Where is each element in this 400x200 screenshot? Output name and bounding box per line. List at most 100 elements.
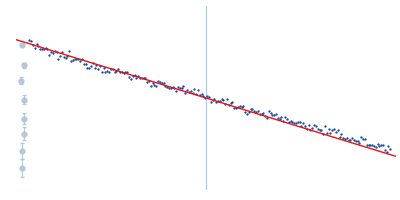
Point — [327, 131, 334, 134]
Point — [59, 51, 65, 54]
Point — [75, 58, 82, 61]
Point — [311, 124, 317, 127]
Point — [37, 48, 43, 51]
Point — [142, 76, 149, 79]
Point — [244, 112, 250, 115]
Point — [387, 147, 394, 151]
Point — [236, 104, 243, 108]
Point — [384, 150, 390, 153]
Point — [376, 144, 383, 147]
Point — [198, 92, 205, 96]
Point — [240, 105, 246, 108]
Point — [302, 124, 308, 127]
Point — [208, 100, 214, 103]
Point — [182, 92, 188, 95]
Point — [95, 67, 102, 70]
Point — [115, 67, 121, 70]
Point — [271, 114, 277, 117]
Point — [226, 103, 232, 106]
Point — [362, 138, 368, 141]
Point — [52, 49, 58, 52]
Point — [333, 131, 339, 134]
Point — [238, 106, 245, 109]
Point — [344, 137, 350, 140]
Point — [92, 66, 98, 70]
Point — [128, 77, 134, 80]
Point — [364, 143, 370, 147]
Point — [119, 71, 125, 74]
Point — [258, 112, 265, 115]
Point — [231, 107, 238, 110]
Point — [50, 51, 56, 54]
Point — [324, 132, 330, 135]
Point — [300, 121, 306, 125]
Point — [188, 89, 194, 92]
Point — [60, 56, 67, 59]
Point — [256, 112, 263, 115]
Point — [184, 88, 190, 91]
Point — [233, 106, 239, 109]
Point — [102, 70, 109, 73]
Point — [35, 44, 42, 47]
Point — [113, 69, 120, 72]
Point — [171, 86, 178, 89]
Point — [178, 86, 185, 89]
Point — [32, 46, 38, 49]
Point — [372, 145, 379, 149]
Point — [334, 128, 341, 131]
Point — [28, 39, 34, 42]
Point — [150, 82, 156, 85]
Point — [248, 107, 254, 110]
Point — [137, 76, 143, 80]
Point — [168, 87, 174, 90]
Point — [382, 149, 388, 152]
Point — [253, 110, 259, 113]
Point — [46, 53, 52, 57]
Point — [314, 128, 321, 131]
Point — [354, 139, 361, 143]
Point — [148, 85, 154, 88]
Point — [64, 55, 70, 58]
Point — [164, 86, 170, 89]
Point — [79, 57, 85, 60]
Point — [298, 124, 305, 127]
Point — [276, 117, 283, 120]
Point — [68, 59, 74, 62]
Point — [266, 110, 272, 113]
Point — [88, 64, 94, 68]
Point — [158, 81, 165, 84]
Point — [222, 102, 228, 105]
Point — [162, 85, 168, 88]
Point — [57, 55, 63, 58]
Point — [345, 138, 352, 141]
Point — [369, 143, 375, 147]
Point — [255, 110, 261, 113]
Point — [296, 121, 303, 124]
Point — [280, 119, 286, 122]
Point — [336, 135, 343, 138]
Point — [106, 71, 112, 74]
Point — [99, 71, 105, 74]
Point — [275, 117, 281, 120]
Point — [41, 47, 47, 51]
Point — [218, 97, 225, 101]
Point — [140, 76, 147, 79]
Point — [97, 64, 103, 68]
Point — [347, 138, 354, 142]
Point — [30, 44, 36, 47]
Point — [90, 62, 96, 65]
Point — [260, 112, 266, 115]
Point — [216, 99, 223, 103]
Point — [42, 47, 49, 50]
Point — [48, 50, 54, 54]
Point — [269, 113, 276, 116]
Point — [235, 105, 241, 109]
Point — [356, 141, 363, 144]
Point — [351, 139, 357, 142]
Point — [108, 68, 114, 71]
Point — [84, 67, 90, 70]
Point — [251, 110, 258, 113]
Point — [313, 124, 319, 127]
Point — [77, 59, 83, 63]
Point — [229, 101, 236, 104]
